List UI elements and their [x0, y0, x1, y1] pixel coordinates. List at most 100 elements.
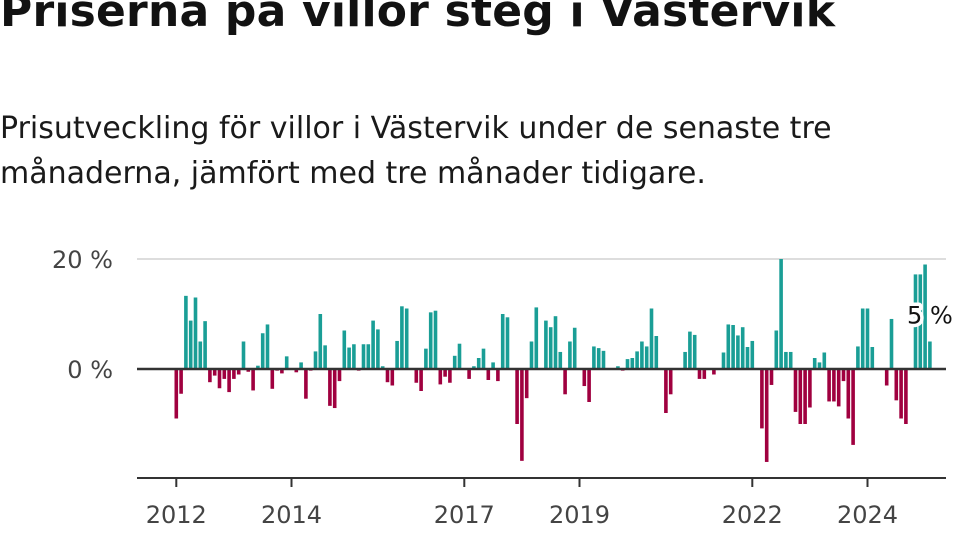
bar — [203, 321, 207, 369]
bar — [784, 351, 788, 369]
x-tick-label: 2012 — [146, 501, 207, 529]
bar — [241, 341, 246, 369]
bar — [558, 351, 563, 369]
bar — [476, 358, 481, 369]
y-tick-label: 0 % — [67, 356, 113, 384]
bar — [731, 325, 735, 369]
bar — [793, 369, 798, 412]
bar — [486, 369, 491, 380]
bar — [664, 369, 668, 413]
bar — [827, 369, 831, 402]
bar — [918, 274, 923, 369]
bar — [184, 295, 188, 369]
chart-title: Priserna på villor steg i Västervik — [0, 0, 836, 37]
bar — [179, 369, 183, 394]
bar — [524, 369, 529, 399]
bar — [736, 335, 740, 369]
bar — [352, 344, 356, 369]
bar — [779, 259, 783, 369]
bar — [851, 369, 855, 445]
bar — [371, 320, 375, 369]
bar — [913, 274, 918, 369]
bar — [529, 341, 534, 369]
bar — [395, 340, 399, 369]
bar — [188, 320, 193, 369]
x-tick-label: 2024 — [837, 501, 898, 529]
bar — [299, 362, 303, 369]
bar — [452, 355, 457, 369]
bar — [572, 327, 577, 369]
bar — [304, 369, 308, 399]
bar — [256, 365, 260, 369]
bar — [798, 369, 803, 424]
bar — [769, 369, 774, 385]
bar — [294, 369, 299, 373]
bar — [640, 341, 644, 369]
bar — [260, 333, 265, 369]
bar — [284, 356, 289, 369]
bar — [923, 264, 927, 369]
bar — [860, 308, 865, 369]
bar — [865, 308, 870, 369]
bar — [217, 369, 222, 389]
bar — [342, 330, 347, 369]
bar — [601, 350, 606, 369]
bar — [644, 346, 649, 369]
bar — [193, 297, 198, 369]
bar — [712, 369, 716, 375]
bar — [894, 369, 899, 401]
bar — [856, 346, 860, 369]
bar — [649, 308, 654, 369]
bar — [563, 369, 567, 395]
bars — [174, 259, 932, 462]
bar — [280, 369, 284, 374]
bar — [745, 347, 750, 369]
bar — [774, 330, 779, 369]
bar — [400, 306, 404, 369]
bar — [587, 369, 591, 402]
bar — [380, 366, 385, 369]
bar — [616, 366, 620, 369]
bar — [692, 334, 697, 369]
x-tick-label: 2022 — [722, 501, 783, 529]
bar — [812, 358, 817, 369]
bar — [803, 369, 807, 424]
bar — [448, 369, 452, 383]
bar — [500, 314, 505, 369]
bar — [702, 369, 707, 379]
bar — [443, 369, 447, 377]
bar — [899, 369, 903, 419]
bar — [328, 369, 332, 406]
axes — [137, 367, 946, 487]
bar — [832, 369, 836, 402]
bar — [433, 310, 438, 369]
bar — [568, 341, 572, 369]
bar — [251, 369, 255, 391]
bar — [246, 369, 251, 372]
bar — [721, 352, 726, 369]
bar — [366, 344, 371, 369]
bar — [265, 324, 270, 369]
bar — [635, 351, 639, 369]
bar — [841, 369, 846, 382]
bar — [808, 369, 812, 408]
bar — [385, 369, 390, 383]
bar — [592, 346, 596, 369]
bar — [668, 369, 673, 395]
bar — [884, 369, 889, 386]
bar — [390, 369, 395, 386]
bar — [318, 314, 323, 369]
bar — [457, 343, 462, 369]
bar — [582, 369, 587, 387]
bar — [467, 369, 471, 379]
bar — [337, 369, 342, 382]
bar — [347, 347, 351, 369]
bar — [846, 369, 851, 419]
bar — [472, 366, 476, 369]
bar — [553, 316, 558, 369]
bar — [361, 344, 366, 369]
bar — [788, 351, 793, 369]
bar — [232, 369, 236, 379]
bar — [236, 369, 241, 375]
